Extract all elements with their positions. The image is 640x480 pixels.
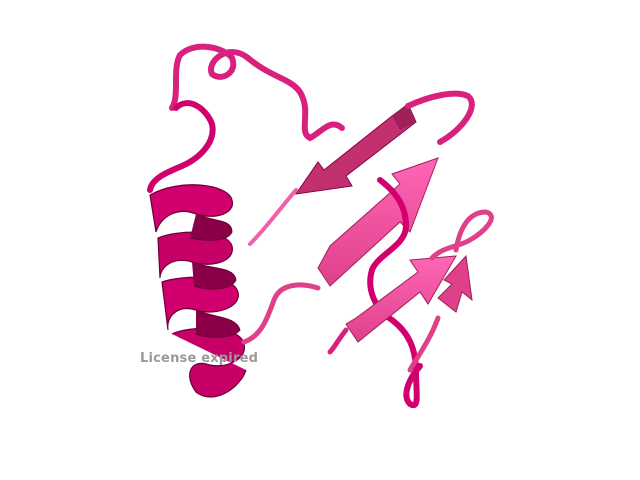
loop-hairpin-right [429, 209, 494, 261]
beta-strand-2 [317, 157, 439, 287]
beta-strand-4 [437, 254, 473, 313]
loop-c-terminus [327, 327, 349, 355]
license-expired-watermark: License expired [140, 351, 259, 366]
loop-mid-left [248, 188, 298, 246]
beta-strand-1 [294, 103, 417, 195]
loop-into-helix [147, 100, 216, 193]
loop-n-terminus [169, 43, 345, 142]
protein-cartoon [147, 43, 494, 409]
beta-strand-3 [345, 255, 457, 343]
loop-helix-exit [241, 282, 321, 345]
loop-lower-right [407, 315, 441, 373]
loop-cross [367, 177, 423, 409]
loop-hairpin-top [405, 90, 475, 145]
alpha-helix [149, 184, 247, 398]
